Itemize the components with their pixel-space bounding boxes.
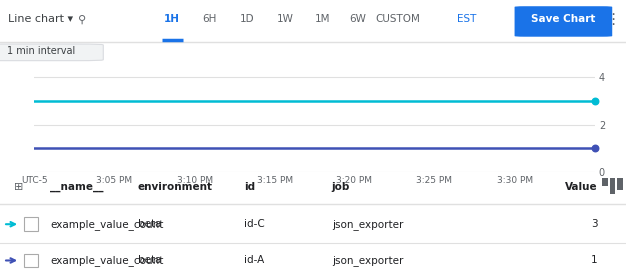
- Text: 6W: 6W: [350, 14, 366, 24]
- Bar: [610, 178, 615, 194]
- FancyBboxPatch shape: [0, 44, 103, 61]
- Text: id: id: [244, 183, 255, 193]
- Text: example_value_count: example_value_count: [50, 219, 163, 230]
- Text: example_value_count: example_value_count: [50, 255, 163, 266]
- Point: [590, 99, 600, 103]
- Text: ⚲: ⚲: [78, 14, 86, 24]
- Text: Value: Value: [565, 183, 598, 193]
- FancyBboxPatch shape: [515, 6, 612, 37]
- Text: ⊞: ⊞: [14, 183, 23, 193]
- Text: beta: beta: [138, 219, 162, 229]
- Text: job: job: [332, 183, 350, 193]
- Text: EST: EST: [457, 14, 476, 24]
- Bar: [602, 178, 608, 186]
- Text: id-C: id-C: [244, 219, 265, 229]
- Text: beta: beta: [138, 255, 162, 265]
- Text: environment: environment: [138, 183, 213, 193]
- Text: 1D: 1D: [240, 14, 255, 24]
- Text: ⋮: ⋮: [605, 12, 620, 27]
- Text: Line chart ▾: Line chart ▾: [8, 14, 73, 24]
- Bar: [24, 253, 38, 267]
- Text: 3: 3: [591, 219, 598, 229]
- Text: 1: 1: [591, 255, 598, 265]
- Text: 1M: 1M: [315, 14, 330, 24]
- Text: Save Chart: Save Chart: [531, 14, 595, 24]
- Text: CUSTOM: CUSTOM: [375, 14, 420, 24]
- Text: 1H: 1H: [164, 14, 180, 24]
- Bar: [617, 178, 623, 190]
- Text: __name__: __name__: [50, 183, 103, 193]
- Text: 6H: 6H: [203, 14, 217, 24]
- Bar: [24, 217, 38, 231]
- Text: json_exporter: json_exporter: [332, 255, 403, 266]
- Text: id-A: id-A: [244, 255, 264, 265]
- Text: 1 min interval: 1 min interval: [7, 46, 76, 56]
- Text: 1W: 1W: [277, 14, 293, 24]
- Point: [590, 146, 600, 150]
- Text: json_exporter: json_exporter: [332, 219, 403, 230]
